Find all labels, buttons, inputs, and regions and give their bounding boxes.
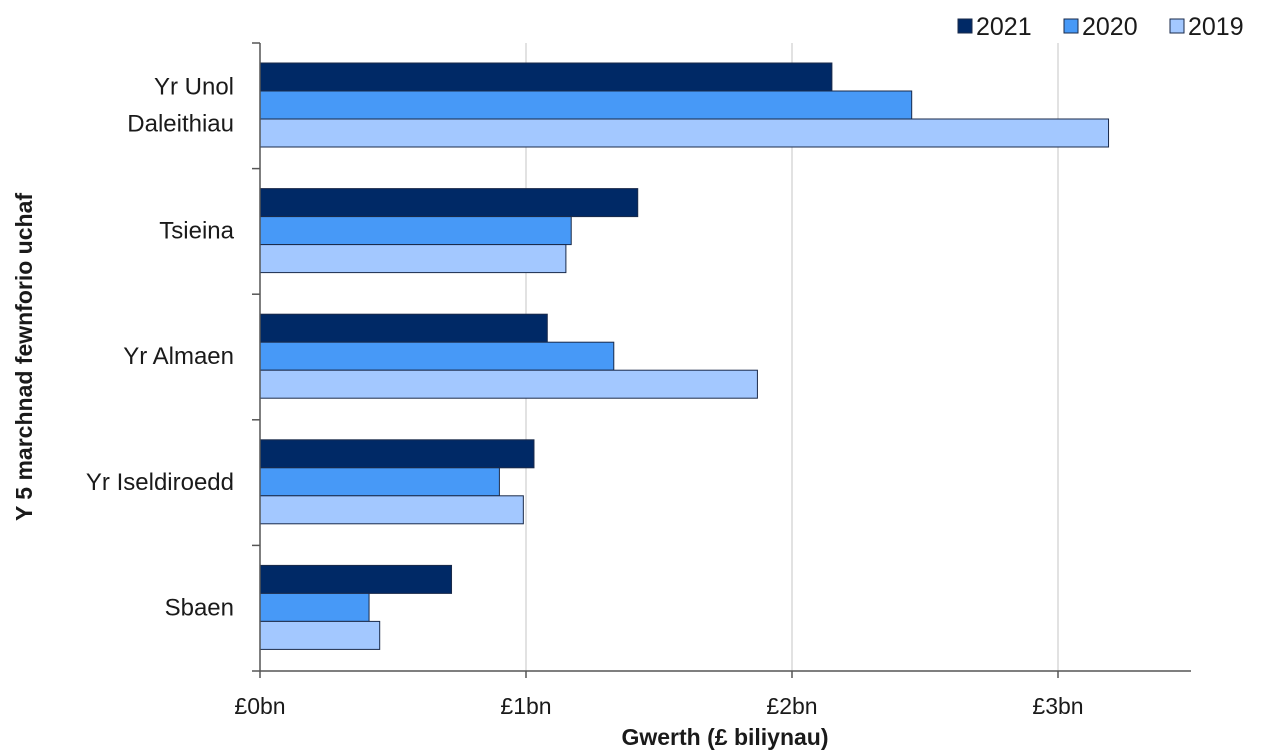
category-label: Sbaen <box>165 594 234 621</box>
axes <box>252 42 1191 672</box>
bar-2021 <box>259 188 639 218</box>
legend-swatch-2020 <box>1063 18 1079 34</box>
bar-2019 <box>259 118 1110 148</box>
bar-2020 <box>259 592 370 622</box>
x-tick-label: £0bn <box>234 693 285 719</box>
category-label: Tsieina <box>159 218 234 245</box>
legend-label-2021: 2021 <box>976 13 1032 41</box>
bar-2021 <box>259 564 453 594</box>
bar-2020 <box>259 90 913 120</box>
legend: 2021 2020 2019 <box>957 13 1244 41</box>
bar-2019 <box>259 369 758 399</box>
bar-2020 <box>259 216 572 246</box>
bar-2021 <box>259 439 535 469</box>
legend-label-2019: 2019 <box>1188 13 1244 41</box>
legend-swatch-2019 <box>1169 18 1185 34</box>
legend-label-2020: 2020 <box>1082 13 1138 41</box>
x-tick-label: £2bn <box>766 693 817 719</box>
category-labels: Yr Unol Daleithiau Tsieina Yr Almaen Yr Isel… <box>86 74 235 622</box>
category-label: Yr Unol Daleithiau <box>127 74 234 138</box>
bar-2021 <box>259 62 833 92</box>
bar-2020 <box>259 341 615 371</box>
legend-swatch-2021 <box>957 18 973 34</box>
bar-2020 <box>259 467 500 497</box>
x-tick-label: £1bn <box>500 693 551 719</box>
bar-2021 <box>259 313 548 343</box>
bar-2019 <box>259 620 381 650</box>
x-axis-title: Gwerth (£ biliynau) <box>621 724 828 750</box>
category-label: Yr Almaen <box>123 343 234 370</box>
x-tick-label: £3bn <box>1032 693 1083 719</box>
bars <box>259 62 1110 650</box>
bar-2019 <box>259 495 524 525</box>
y-axis-title: Y 5 marchnad fewnforio uchaf <box>11 193 37 521</box>
category-label: Yr Iseldiroedd <box>86 469 234 496</box>
bar-2019 <box>259 244 567 274</box>
x-tick-labels: £0bn £1bn £2bn £3bn <box>234 671 1084 719</box>
